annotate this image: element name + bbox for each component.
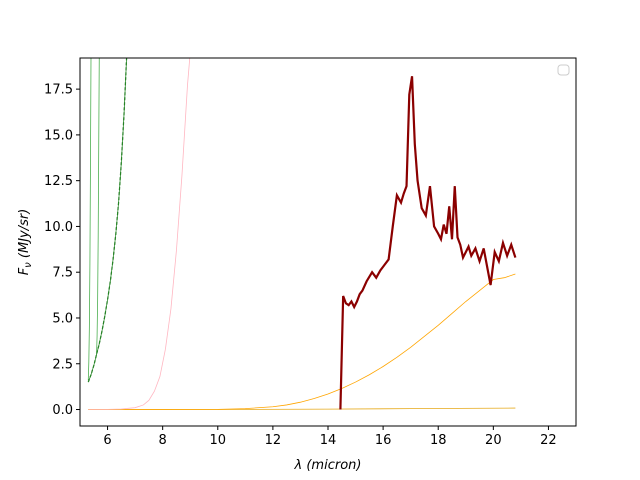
y-tick-label: 5.0: [52, 311, 73, 326]
x-tick-label: 10: [210, 433, 227, 448]
series-layer: [87, 58, 517, 410]
y-tick-label: 17.5: [44, 83, 73, 98]
x-tick-label: 14: [320, 433, 337, 448]
ticks-layer: 6 8 10 12 14 16 18 20 22 0.0 2.5 5.0 7.5 10.0 12.5 15.0…: [44, 83, 557, 448]
x-tick-label: 8: [159, 433, 167, 448]
series-7-line: [88, 273, 516, 410]
series-4-line: [87, 58, 92, 381]
series-1-line: [340, 76, 516, 410]
x-tick-label: 12: [265, 433, 282, 448]
x-tick-label: 20: [485, 433, 502, 448]
y-tick-label: 15.0: [44, 128, 73, 143]
series-0-line: [339, 76, 517, 410]
x-tick-label: 16: [375, 433, 392, 448]
series-6-line: [88, 58, 191, 410]
y-tick-label: 2.5: [52, 357, 73, 372]
y-tick-label: 0.0: [52, 403, 73, 418]
plot-frame: [79, 57, 577, 427]
x-axis-label: λ (micron): [294, 458, 362, 473]
y-axis-label: Fν (MJy/sr): [17, 209, 34, 276]
legend-box: [557, 64, 570, 76]
series-5-line: [96, 58, 100, 355]
series-3-line: [87, 58, 128, 383]
y-tick-label: 10.0: [44, 220, 73, 235]
x-tick-label: 22: [540, 433, 557, 448]
y-tick-label: 12.5: [44, 174, 73, 189]
y-tick-label: 7.5: [52, 266, 73, 281]
series-2-line: [87, 58, 127, 383]
x-tick-label: 6: [103, 433, 111, 448]
x-tick-label: 18: [430, 433, 447, 448]
